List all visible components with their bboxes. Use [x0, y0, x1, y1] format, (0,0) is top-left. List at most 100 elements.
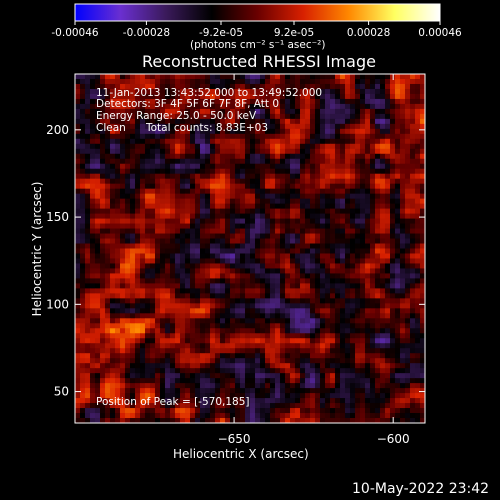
heatmap-cell [325, 193, 331, 200]
heatmap-cell [405, 363, 411, 369]
heatmap-cell [410, 268, 416, 274]
heatmap-cell [285, 248, 291, 254]
heatmap-cell [155, 148, 161, 155]
heatmap-cell [225, 268, 231, 274]
heatmap-cell [145, 193, 151, 200]
heatmap-cell [140, 213, 146, 219]
heatmap-cell [170, 408, 176, 414]
heatmap-cell [365, 383, 371, 389]
heatmap-cell [370, 258, 376, 264]
heatmap-cell [255, 323, 261, 329]
heatmap-cell [305, 373, 311, 379]
heatmap-cell [120, 268, 126, 274]
heatmap-cell [205, 408, 211, 414]
heatmap-cell [415, 218, 421, 224]
heatmap-cell [300, 288, 306, 294]
heatmap-cell [310, 243, 316, 249]
heatmap-cell [165, 218, 171, 224]
heatmap-cell [350, 288, 356, 294]
heatmap-cell [155, 313, 161, 319]
heatmap-cell [245, 388, 251, 394]
heatmap-cell [415, 83, 421, 90]
heatmap-cell [255, 263, 261, 269]
heatmap-cell [380, 313, 386, 319]
heatmap-cell [390, 393, 396, 399]
heatmap-cell [85, 248, 91, 254]
heatmap-cell [310, 178, 316, 185]
colorbar-tick-label: -0.00028 [123, 27, 170, 39]
heatmap-cell [95, 143, 101, 150]
heatmap-cell [375, 288, 381, 294]
heatmap-cell [205, 188, 211, 195]
heatmap-cell [275, 208, 281, 214]
heatmap-cell [415, 148, 421, 155]
heatmap-cell [125, 198, 131, 205]
heatmap-cell [390, 128, 396, 135]
heatmap-cell [85, 153, 91, 160]
heatmap-cell [380, 293, 386, 299]
heatmap-cell [360, 348, 366, 354]
heatmap-cell [355, 168, 361, 175]
heatmap-cell [310, 378, 316, 384]
heatmap-cell [155, 403, 161, 409]
heatmap-cell [225, 123, 231, 130]
heatmap-cell [385, 188, 391, 195]
heatmap-cell [240, 353, 246, 359]
heatmap-cell [110, 168, 116, 175]
heatmap-cell [100, 318, 106, 324]
heatmap-cell [215, 173, 221, 180]
heatmap-cell [175, 158, 181, 165]
heatmap-cell [150, 88, 156, 95]
heatmap-cell [205, 108, 211, 115]
heatmap-cell [260, 343, 266, 349]
heatmap-cell [125, 213, 131, 219]
heatmap-cell [125, 403, 131, 409]
heatmap-cell [410, 313, 416, 319]
heatmap-cell [180, 253, 186, 259]
heatmap-cell [400, 283, 406, 289]
heatmap-cell [375, 203, 381, 210]
heatmap-cell [280, 303, 286, 309]
heatmap-cell [80, 128, 86, 135]
heatmap-cell [385, 158, 391, 165]
heatmap-cell [325, 343, 331, 349]
heatmap-cell [305, 133, 311, 140]
heatmap-cell [415, 118, 421, 125]
heatmap-cell [245, 393, 251, 399]
heatmap-cell [330, 168, 336, 175]
heatmap-cell [405, 383, 411, 389]
heatmap-cell [170, 413, 176, 419]
heatmap-cell [320, 258, 326, 264]
heatmap-cell [265, 243, 271, 249]
heatmap-cell [105, 398, 111, 404]
heatmap-cell [315, 213, 321, 219]
heatmap-cell [110, 78, 116, 85]
heatmap-cell [350, 228, 356, 234]
heatmap-cell [285, 188, 291, 195]
heatmap-cell [105, 103, 111, 110]
heatmap-cell [405, 228, 411, 234]
heatmap-cell [145, 313, 151, 319]
heatmap-cell [420, 243, 426, 249]
heatmap-cell [150, 193, 156, 200]
heatmap-cell [270, 353, 276, 359]
heatmap-cell [385, 348, 391, 354]
heatmap-cell [145, 213, 151, 219]
heatmap-cell [250, 208, 256, 214]
heatmap-cell [135, 363, 141, 369]
heatmap-cell [260, 213, 266, 219]
heatmap-cell [415, 358, 421, 364]
heatmap-cell [410, 408, 416, 414]
heatmap-cell [375, 88, 381, 95]
heatmap-cell [390, 343, 396, 349]
heatmap-cell [160, 298, 166, 304]
heatmap-cell [160, 253, 166, 259]
heatmap-cell [390, 283, 396, 289]
heatmap-cell [280, 418, 286, 424]
heatmap-cell [250, 133, 256, 140]
heatmap-cell [210, 83, 216, 90]
heatmap-cell [215, 413, 221, 419]
heatmap-cell [245, 118, 251, 125]
heatmap-cell [165, 268, 171, 274]
heatmap-cell [175, 98, 181, 105]
